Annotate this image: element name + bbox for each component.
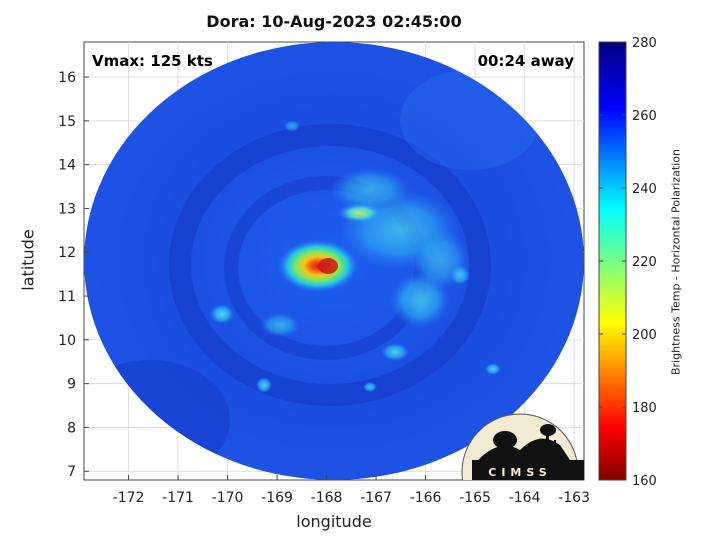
vmax-annotation: Vmax: 125 kts	[92, 52, 213, 70]
x-tick-label: -172	[113, 490, 145, 506]
y-tick-label: 13	[58, 201, 76, 217]
colorbar-tick-label: 160	[632, 474, 657, 489]
x-tick-label: -170	[212, 490, 244, 506]
chart-title: Dora: 10-Aug-2023 02:45:00	[206, 12, 462, 31]
x-tick-label: -167	[360, 490, 392, 506]
tick-labels: -172 -171 -170 -169 -168 -167 -166 -165 -164 -163…	[58, 70, 590, 506]
y-tick-label: 11	[58, 289, 76, 305]
y-tick-label: 14	[58, 158, 76, 174]
x-tick-label: -169	[261, 490, 293, 506]
y-tick-label: 15	[58, 114, 76, 130]
colorbar: 160 180 200 220 240 260 280	[598, 36, 657, 489]
colorbar-tick-label: 240	[632, 182, 657, 197]
colorbar-tick-label: 220	[632, 255, 657, 270]
y-tick-label: 16	[58, 70, 76, 86]
y-tick-label: 8	[67, 420, 76, 436]
y-tick-label: 9	[67, 377, 76, 393]
x-tick-label: -166	[410, 490, 442, 506]
y-axis-label: latitude	[18, 229, 38, 291]
time-away-annotation: 00:24 away	[477, 52, 574, 70]
colorbar-tick-label: 280	[632, 36, 657, 51]
x-tick-label: -168	[311, 490, 343, 506]
y-tick-label: 12	[58, 245, 76, 261]
colorbar-tick-label: 200	[632, 328, 657, 343]
colorbar-label: Brightness Temp - Horizontal Polarizatio…	[669, 149, 683, 375]
y-tick-label: 10	[58, 333, 76, 349]
cimss-logo-text: CIMSS	[488, 466, 551, 479]
colorbar-tick-label: 260	[632, 109, 657, 124]
x-tick-label: -165	[459, 490, 491, 506]
y-tick-label: 7	[67, 464, 76, 480]
x-tick-label: -163	[558, 490, 590, 506]
x-tick-label: -164	[509, 490, 541, 506]
cimss-logo: CIMSS	[461, 413, 584, 480]
colorbar-tick-label: 180	[632, 401, 657, 416]
x-tick-label: -171	[162, 490, 194, 506]
x-axis-label: longitude	[296, 512, 372, 531]
